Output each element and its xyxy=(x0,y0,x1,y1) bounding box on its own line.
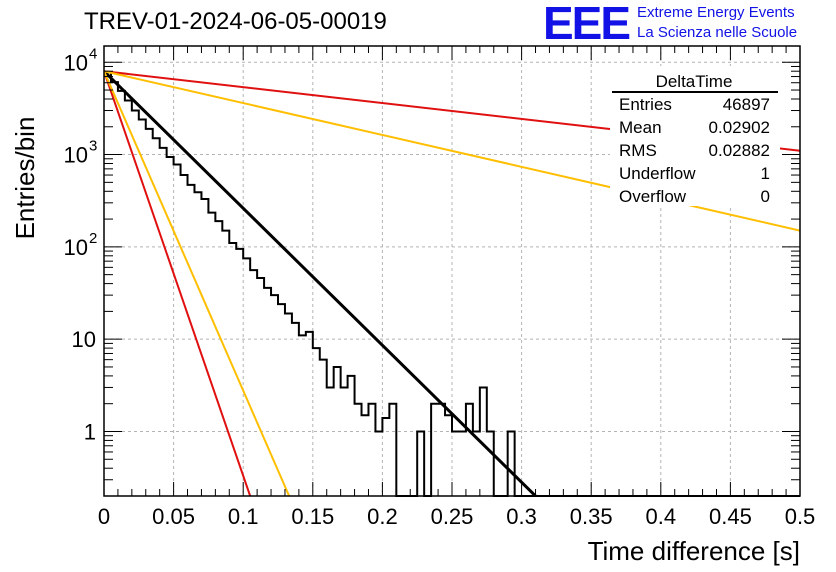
logo-line-2: La Scienza nelle Scuole xyxy=(637,24,798,41)
y-tick-label: 10 xyxy=(64,50,88,75)
x-tick-label: 0.25 xyxy=(431,504,474,529)
x-tick-label: 0.2 xyxy=(367,504,398,529)
fit-line-0 xyxy=(104,70,537,496)
stats-box-name: DeltaTime xyxy=(656,72,733,91)
stats-label-entries: Entries xyxy=(619,95,672,114)
x-tick-label: 0.5 xyxy=(785,504,816,529)
x-tick-label: 0.15 xyxy=(291,504,334,529)
x-tick-label: 0.05 xyxy=(152,504,195,529)
fit-line-4 xyxy=(104,70,291,496)
x-tick-label: 0.45 xyxy=(709,504,752,529)
fit-line-3 xyxy=(104,70,252,496)
x-tick-label: 0.3 xyxy=(506,504,537,529)
stats-value-overflow: 0 xyxy=(761,187,770,206)
x-axis-title: Time difference [s] xyxy=(588,536,800,566)
x-tick-label: 0.4 xyxy=(646,504,677,529)
chart-title: TREV-01-2024-06-05-00019 xyxy=(84,8,387,35)
y-tick-label: 10 xyxy=(64,235,88,260)
stats-value-mean: 0.02902 xyxy=(709,118,770,137)
y-tick-label: 1 xyxy=(84,419,96,444)
y-tick-exponent: 3 xyxy=(89,138,97,155)
y-tick-exponent: 4 xyxy=(89,45,97,62)
y-tick-label: 10 xyxy=(64,143,88,168)
stats-value-rms: 0.02882 xyxy=(709,141,770,160)
axis-tick-labels: 0 0.05 0.1 0.15 0.2 0.25 0.3 0.35 0.4 0.45 0.51101… xyxy=(64,45,816,529)
stats-label-rms: RMS xyxy=(619,141,657,160)
stats-value-underflow: 1 xyxy=(761,164,770,183)
x-tick-label: 0.35 xyxy=(570,504,613,529)
stats-label-mean: Mean xyxy=(619,118,662,137)
x-tick-label: 0 xyxy=(98,504,110,529)
x-tick-label: 0.1 xyxy=(228,504,259,529)
stats-box: DeltaTime Entries 46897 Mean 0.02902 RMS… xyxy=(610,66,780,206)
y-axis-title: Entries/bin xyxy=(10,117,40,240)
axis-ticks xyxy=(103,46,801,497)
logo-line-1: Extreme Energy Events xyxy=(637,4,795,21)
y-tick-exponent: 2 xyxy=(89,230,97,247)
stats-label-overflow: Overflow xyxy=(619,187,687,206)
stats-label-underflow: Underflow xyxy=(619,164,696,183)
y-tick-label: 10 xyxy=(72,327,96,352)
eee-logo: EEE xyxy=(543,0,631,49)
stats-value-entries: 46897 xyxy=(723,95,770,114)
